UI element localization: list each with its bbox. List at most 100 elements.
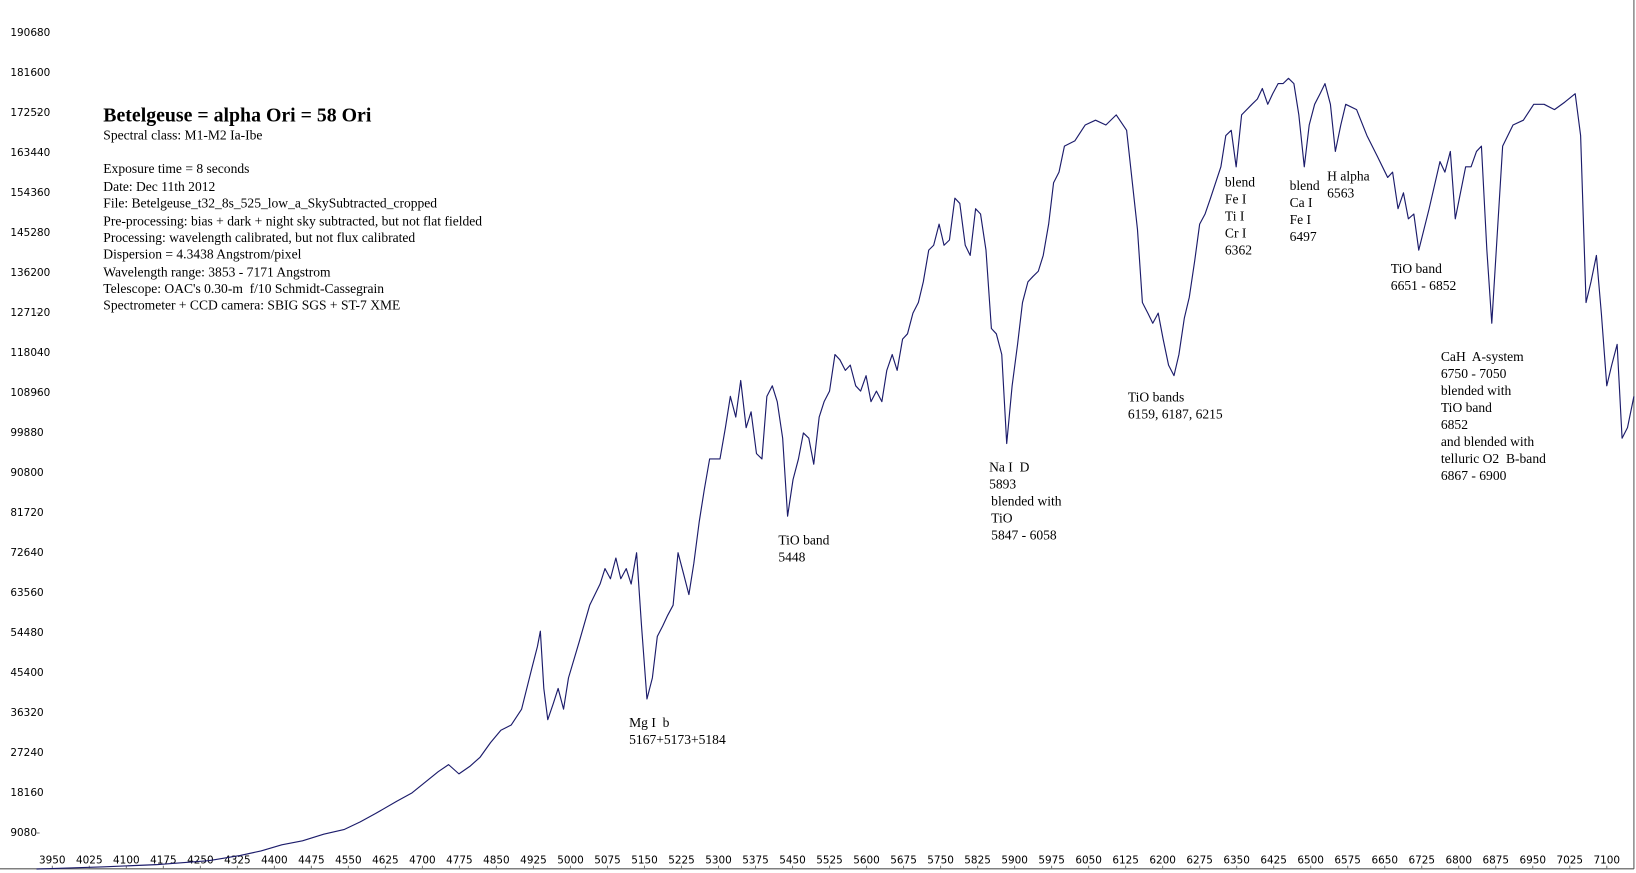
annotation-line: blend bbox=[1290, 178, 1320, 193]
annotation-line: 5167+5173+5184 bbox=[629, 732, 726, 747]
annotation-line: TiO bbox=[991, 510, 1013, 525]
info-line: Wavelength range: 3853 - 7171 Angstrom bbox=[103, 264, 331, 279]
y-tick-label: 118040 bbox=[10, 347, 50, 359]
y-tick-label: 145280 bbox=[10, 227, 50, 239]
x-tick-label: 6125 bbox=[1112, 854, 1139, 866]
annotation-line: telluric O2 B-band bbox=[1441, 451, 1546, 466]
info-line: File: Betelgeuse_t32_8s_525_low_a_SkySub… bbox=[103, 196, 437, 211]
x-tick-label: 4475 bbox=[298, 854, 325, 866]
info-line: Dispersion = 4.3438 Angstrom/pixel bbox=[103, 247, 301, 262]
x-tick-label: 6275 bbox=[1186, 854, 1213, 866]
y-tick-label: 63560 bbox=[10, 587, 43, 599]
x-tick-label: 5525 bbox=[816, 854, 843, 866]
annotation-line: 6852 bbox=[1441, 417, 1468, 432]
annotation-line: 6159, 6187, 6215 bbox=[1128, 407, 1223, 422]
x-tick-label: 6650 bbox=[1371, 854, 1398, 866]
x-tick-label: 4250 bbox=[187, 854, 214, 866]
x-tick-label: 6500 bbox=[1297, 854, 1324, 866]
spectrum-line bbox=[36, 77, 1635, 870]
annotation-line: 6651 - 6852 bbox=[1391, 278, 1457, 293]
annotation-line: 6750 - 7050 bbox=[1441, 366, 1507, 381]
annotation-line: 6867 - 6900 bbox=[1441, 468, 1507, 483]
x-tick-label: 5375 bbox=[742, 854, 769, 866]
annotation-line: TiO band bbox=[778, 532, 829, 547]
x-tick-label: 4700 bbox=[409, 854, 436, 866]
x-tick-label: 5600 bbox=[853, 854, 880, 866]
y-tick-label: 9080 bbox=[10, 827, 37, 839]
x-tick-label: 4100 bbox=[113, 854, 140, 866]
annotation-line: Ca I bbox=[1290, 195, 1313, 210]
annotation-line: CaH A-system bbox=[1441, 349, 1524, 364]
x-tick-label: 4850 bbox=[483, 854, 510, 866]
info-line: Telescope: OAC's 0.30-m f/10 Schmidt-Cas… bbox=[103, 281, 384, 296]
x-tick-label: 6200 bbox=[1149, 854, 1176, 866]
x-tick-label: 5900 bbox=[1001, 854, 1028, 866]
y-tick-label: 108960 bbox=[10, 387, 50, 399]
y-tick-label: 54480 bbox=[10, 627, 43, 639]
annotation-line: TiO band bbox=[1391, 261, 1442, 276]
info-line: Date: Dec 11th 2012 bbox=[103, 179, 215, 194]
y-tick-label: 90800 bbox=[10, 467, 43, 479]
y-tick-label: 181600 bbox=[10, 67, 50, 79]
info-line: Processing: wavelength calibrated, but n… bbox=[103, 230, 415, 245]
annotation-line: Mg I b bbox=[629, 715, 669, 730]
x-tick-label: 6725 bbox=[1408, 854, 1435, 866]
y-tick-label: 27240 bbox=[10, 747, 43, 759]
x-tick-label: 4025 bbox=[76, 854, 103, 866]
y-tick-label: 136200 bbox=[10, 267, 50, 279]
x-tick-label: 4625 bbox=[372, 854, 399, 866]
x-tick-label: 6425 bbox=[1260, 854, 1287, 866]
annotation-line: TiO bands bbox=[1128, 390, 1184, 405]
annotation-line: Cr I bbox=[1225, 226, 1247, 241]
annotation-line: 5448 bbox=[778, 549, 805, 564]
info-line: Exposure time = 8 seconds bbox=[103, 161, 249, 176]
x-tick-label: 5750 bbox=[927, 854, 954, 866]
annotation-line: Fe I bbox=[1290, 212, 1312, 227]
x-tick-label: 5150 bbox=[631, 854, 658, 866]
info-line: Spectral class: M1-M2 Ia-Ibe bbox=[103, 128, 262, 143]
y-tick-label: 72640 bbox=[10, 547, 43, 559]
annotation-line: blend bbox=[1225, 175, 1255, 190]
annotation-line: H alpha bbox=[1327, 168, 1370, 183]
annotation-line: blended with bbox=[991, 493, 1062, 508]
info-line: Spectrometer + CCD camera: SBIG SGS + ST… bbox=[103, 298, 400, 313]
annotation-line: TiO band bbox=[1441, 400, 1492, 415]
y-tick-label: 99880 bbox=[10, 427, 43, 439]
x-tick-label: 5675 bbox=[890, 854, 917, 866]
x-tick-label: 4550 bbox=[335, 854, 362, 866]
x-tick-label: 3950 bbox=[39, 854, 66, 866]
annotation-line: Ti I bbox=[1225, 209, 1245, 224]
x-tick-label: 6875 bbox=[1482, 854, 1509, 866]
x-tick-label: 5450 bbox=[779, 854, 806, 866]
y-tick-label: 172520 bbox=[10, 107, 50, 119]
y-tick-label: 18160 bbox=[10, 787, 43, 799]
x-tick-label: 6950 bbox=[1519, 854, 1546, 866]
y-tick-label: 190680 bbox=[10, 27, 50, 39]
x-tick-label: 5000 bbox=[557, 854, 584, 866]
annotation-line: 6563 bbox=[1327, 185, 1354, 200]
y-tick-label: 45400 bbox=[10, 667, 43, 679]
annotation-line: 5847 - 6058 bbox=[991, 527, 1057, 542]
y-tick-label: 163440 bbox=[10, 147, 50, 159]
x-tick-label: 4400 bbox=[261, 854, 288, 866]
annotation-line: Na I D bbox=[989, 459, 1029, 474]
y-tick-label: 81720 bbox=[10, 507, 43, 519]
x-tick-label: 5075 bbox=[594, 854, 621, 866]
x-tick-label: 5225 bbox=[668, 854, 695, 866]
x-tick-label: 5975 bbox=[1038, 854, 1065, 866]
x-tick-label: 5300 bbox=[705, 854, 732, 866]
x-tick-label: 7100 bbox=[1594, 854, 1621, 866]
annotation-line: 6497 bbox=[1290, 229, 1317, 244]
y-tick-label: 36320 bbox=[10, 707, 43, 719]
x-tick-label: 4925 bbox=[520, 854, 547, 866]
annotation-line: 5893 bbox=[989, 476, 1016, 491]
x-tick-label: 6350 bbox=[1223, 854, 1250, 866]
y-tick-label: 154360 bbox=[10, 187, 50, 199]
x-tick-label: 6575 bbox=[1334, 854, 1361, 866]
annotation-line: Fe I bbox=[1225, 192, 1247, 207]
x-tick-label: 5825 bbox=[964, 854, 991, 866]
y-tick-label: 127120 bbox=[10, 307, 50, 319]
annotation-line: blended with bbox=[1441, 383, 1512, 398]
info-line: Pre-processing: bias + dark + night sky … bbox=[103, 213, 482, 228]
